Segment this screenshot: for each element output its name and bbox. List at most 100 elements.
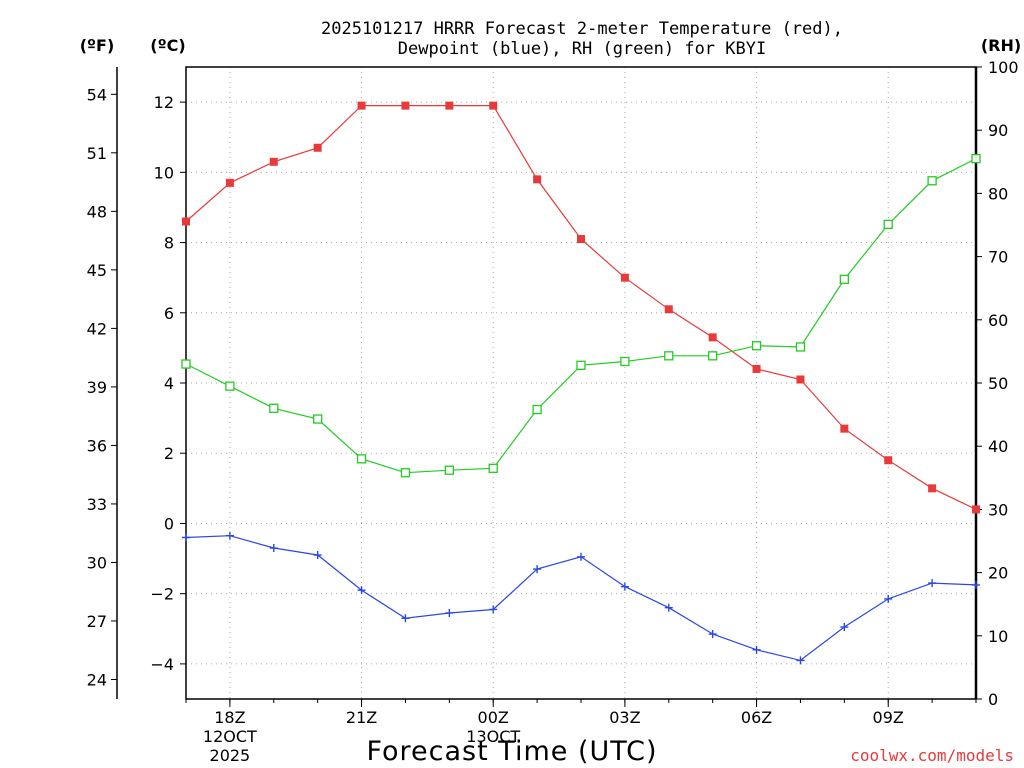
- temperature-point: [313, 143, 322, 152]
- fahrenheit-tick-label: 45: [87, 261, 107, 280]
- celsius-unit-label: (ºC): [150, 36, 185, 55]
- dewpoint-point: [401, 614, 410, 623]
- celsius-tick-label: 10: [154, 163, 174, 182]
- dewpoint-point: [928, 579, 937, 588]
- time-tick-date: 13OCT: [466, 727, 520, 746]
- credit-link[interactable]: coolwx.com/models: [850, 746, 1014, 765]
- temperature-point: [269, 157, 278, 166]
- fahrenheit-axis: 24 27 30 33 36 39 42 45 48 51 54: [87, 67, 118, 699]
- rh-point: [927, 176, 937, 186]
- rh-point: [313, 414, 323, 424]
- time-tick-label: 18Z: [214, 708, 245, 727]
- temperature-point: [972, 505, 980, 514]
- time-tick-label: 06Z: [741, 708, 772, 727]
- rh-tick-label: 10: [988, 627, 1008, 646]
- dewpoint-point: [884, 594, 893, 603]
- dewpoint-point: [577, 552, 585, 561]
- rh-tick-label: 40: [988, 437, 1008, 456]
- celsius-tick-label: 12: [154, 93, 174, 112]
- temperature-point: [533, 175, 542, 184]
- rh-point: [576, 360, 586, 370]
- rh-point: [883, 219, 893, 230]
- time-tick-label: 21Z: [346, 708, 377, 727]
- data-series: [181, 101, 981, 665]
- temperature-point: [445, 101, 454, 110]
- dewpoint-point: [269, 544, 278, 553]
- rh-tick-label: 20: [988, 564, 1008, 583]
- temperature-point: [225, 178, 234, 187]
- temperature-point: [577, 235, 585, 244]
- dewpoint-point: [445, 608, 454, 617]
- rh-tick-label: 60: [988, 311, 1008, 330]
- fahrenheit-tick-label: 39: [87, 378, 107, 397]
- dewpoint-point: [225, 531, 234, 540]
- dewpoint-point: [752, 645, 761, 654]
- rh-tick-label: 90: [988, 121, 1008, 140]
- temperature-line: [185, 104, 977, 510]
- dewpoint-point: [664, 603, 673, 612]
- rh-point: [444, 465, 454, 475]
- celsius-tick-label: 4: [164, 374, 174, 393]
- rh-point: [488, 463, 498, 473]
- temperature-point: [357, 101, 366, 110]
- dewpoint-series: [182, 531, 980, 665]
- dewpoint-point: [313, 551, 322, 560]
- rh-tick-label: 80: [988, 184, 1008, 203]
- celsius-axis: −4 −2 0 2 4 6 8 10 12: [150, 93, 186, 674]
- temperature-series: [182, 101, 980, 514]
- chart-title-line-1: 2025101217 HRRR Forecast 2-meter Tempera…: [321, 19, 843, 39]
- time-tick-label: 03Z: [609, 708, 640, 727]
- temperature-point: [840, 424, 849, 433]
- x-axis-label: Forecast Time (UTC): [366, 736, 657, 767]
- rh-point: [269, 403, 279, 413]
- temperature-point: [884, 456, 893, 465]
- rh-line: [185, 158, 977, 474]
- rh-point: [620, 356, 630, 367]
- celsius-tick-label: 8: [164, 234, 174, 253]
- rh-point: [751, 341, 762, 351]
- dewpoint-point: [796, 656, 805, 665]
- celsius-tick-label: 2: [164, 444, 174, 463]
- dewpoint-point: [489, 605, 498, 614]
- dewpoint-point: [357, 586, 366, 595]
- time-tick-date: 12OCT: [203, 727, 257, 746]
- time-tick-label: 09Z: [873, 708, 904, 727]
- fahrenheit-tick-label: 24: [87, 670, 107, 689]
- rh-tick-label: 70: [988, 248, 1008, 267]
- time-tick-year: 2025: [210, 746, 251, 765]
- fahrenheit-unit-label: (ºF): [80, 36, 115, 55]
- rh-tick-label: 30: [988, 500, 1008, 519]
- dewpoint-point: [840, 623, 849, 632]
- rh-axis: 0 10 20 30 40 50 60 70 80 90 100: [976, 58, 1019, 709]
- rh-point: [839, 274, 849, 285]
- rh-point: [400, 468, 411, 478]
- dewpoint-point: [182, 533, 190, 542]
- dewpoint-point: [533, 565, 542, 574]
- temperature-point: [928, 484, 937, 493]
- temperature-point: [401, 101, 410, 110]
- time-tick-label: 00Z: [478, 708, 509, 727]
- temperature-point: [708, 333, 717, 342]
- chart-title-line-2: Dewpoint (blue), RH (green) for KBYI: [398, 39, 766, 59]
- gridlines: [186, 67, 976, 699]
- fahrenheit-tick-label: 48: [87, 202, 107, 221]
- rh-point: [664, 351, 674, 361]
- fahrenheit-tick-label: 36: [87, 436, 107, 455]
- rh-unit-label: (RH): [981, 36, 1021, 55]
- rh-series: [181, 153, 981, 478]
- rh-point: [708, 351, 718, 361]
- dewpoint-point: [708, 630, 717, 639]
- dewpoint-point: [972, 580, 980, 589]
- celsius-tick-label: 0: [164, 514, 174, 533]
- dewpoint-point: [620, 582, 629, 591]
- rh-tick-label: 100: [988, 58, 1019, 77]
- celsius-tick-label: −2: [150, 585, 174, 604]
- fahrenheit-tick-label: 27: [87, 612, 107, 631]
- rh-point: [225, 381, 235, 391]
- celsius-tick-label: −4: [150, 655, 174, 674]
- rh-tick-label: 0: [988, 690, 998, 709]
- rh-point: [795, 342, 806, 352]
- fahrenheit-tick-label: 51: [87, 144, 107, 163]
